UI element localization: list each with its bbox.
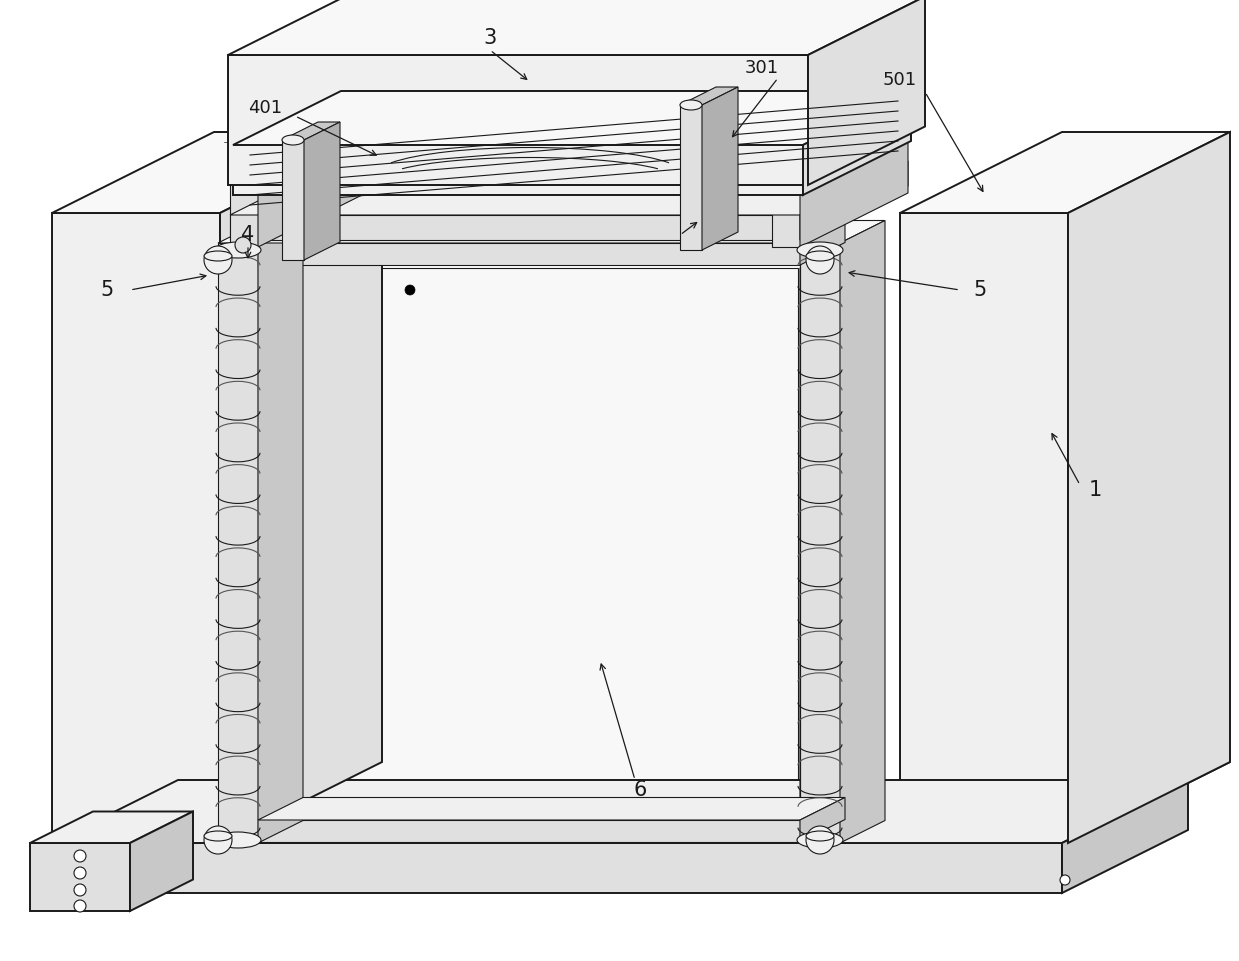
Polygon shape bbox=[258, 220, 845, 243]
Polygon shape bbox=[260, 245, 305, 820]
Polygon shape bbox=[230, 215, 800, 240]
Polygon shape bbox=[680, 105, 703, 250]
Polygon shape bbox=[800, 243, 840, 843]
Polygon shape bbox=[900, 213, 1068, 843]
Polygon shape bbox=[900, 132, 1230, 213]
Polygon shape bbox=[52, 780, 1188, 843]
Ellipse shape bbox=[204, 251, 232, 261]
Circle shape bbox=[1061, 875, 1070, 885]
Polygon shape bbox=[703, 87, 738, 250]
Polygon shape bbox=[230, 131, 366, 185]
Polygon shape bbox=[282, 122, 339, 140]
Polygon shape bbox=[233, 91, 911, 145]
Polygon shape bbox=[221, 132, 382, 843]
Polygon shape bbox=[803, 91, 911, 195]
Circle shape bbox=[405, 285, 415, 295]
Polygon shape bbox=[1068, 132, 1230, 843]
Text: 5: 5 bbox=[974, 280, 986, 300]
Polygon shape bbox=[258, 820, 800, 842]
Ellipse shape bbox=[216, 242, 261, 258]
Polygon shape bbox=[808, 0, 926, 185]
Polygon shape bbox=[1062, 762, 1230, 843]
Polygon shape bbox=[218, 243, 258, 843]
Text: 3: 3 bbox=[483, 28, 497, 48]
Circle shape bbox=[74, 867, 85, 879]
Polygon shape bbox=[258, 798, 845, 820]
Polygon shape bbox=[228, 0, 926, 55]
Polygon shape bbox=[258, 243, 800, 265]
Ellipse shape bbox=[807, 251, 834, 261]
Polygon shape bbox=[230, 185, 258, 247]
Polygon shape bbox=[1062, 780, 1188, 893]
Polygon shape bbox=[800, 220, 845, 265]
Polygon shape bbox=[260, 268, 798, 820]
Ellipse shape bbox=[282, 135, 304, 145]
Polygon shape bbox=[228, 55, 808, 185]
Polygon shape bbox=[130, 811, 193, 911]
Polygon shape bbox=[772, 185, 800, 247]
Ellipse shape bbox=[797, 242, 843, 258]
Polygon shape bbox=[800, 220, 885, 243]
Polygon shape bbox=[218, 220, 304, 243]
Circle shape bbox=[807, 826, 834, 854]
Circle shape bbox=[204, 246, 232, 274]
Text: 4: 4 bbox=[242, 225, 255, 245]
Polygon shape bbox=[304, 122, 339, 260]
Polygon shape bbox=[258, 131, 366, 247]
Text: 5: 5 bbox=[100, 280, 114, 300]
Polygon shape bbox=[840, 220, 885, 843]
Text: 501: 501 bbox=[883, 71, 917, 89]
Ellipse shape bbox=[807, 831, 834, 841]
Polygon shape bbox=[800, 798, 845, 842]
Polygon shape bbox=[800, 245, 845, 820]
Polygon shape bbox=[52, 843, 1062, 893]
Circle shape bbox=[74, 900, 85, 912]
Polygon shape bbox=[30, 811, 193, 843]
Polygon shape bbox=[52, 132, 382, 213]
Text: 401: 401 bbox=[248, 99, 282, 117]
Text: 6: 6 bbox=[633, 780, 647, 800]
Circle shape bbox=[74, 850, 85, 862]
Polygon shape bbox=[233, 145, 803, 195]
Circle shape bbox=[74, 884, 85, 896]
Polygon shape bbox=[52, 213, 221, 843]
Polygon shape bbox=[800, 161, 908, 240]
Circle shape bbox=[807, 246, 834, 274]
Polygon shape bbox=[772, 131, 908, 185]
Polygon shape bbox=[30, 843, 130, 911]
Ellipse shape bbox=[216, 832, 261, 848]
Polygon shape bbox=[282, 140, 304, 260]
Polygon shape bbox=[800, 131, 908, 247]
Ellipse shape bbox=[797, 832, 843, 848]
Polygon shape bbox=[258, 220, 304, 843]
Ellipse shape bbox=[204, 831, 232, 841]
Circle shape bbox=[204, 826, 232, 854]
Polygon shape bbox=[680, 87, 738, 105]
Ellipse shape bbox=[680, 100, 703, 110]
Polygon shape bbox=[230, 161, 908, 215]
Circle shape bbox=[235, 237, 252, 253]
Text: 1: 1 bbox=[1088, 480, 1101, 500]
Text: 301: 301 bbox=[745, 59, 779, 77]
